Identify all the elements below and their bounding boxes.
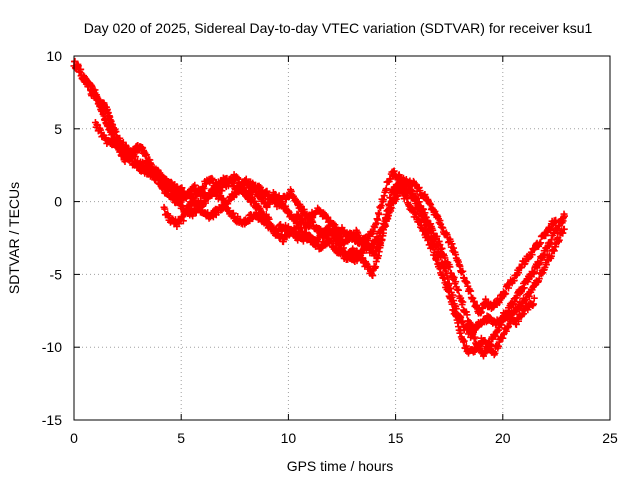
x-tick-label: 0 — [70, 430, 78, 446]
data-point — [139, 158, 147, 166]
x-tick-label: 5 — [177, 430, 185, 446]
data-point — [142, 151, 150, 159]
data-point — [224, 182, 232, 190]
data-point — [515, 317, 523, 325]
data-point — [530, 294, 538, 302]
y-tick-label: 0 — [54, 194, 62, 210]
data-point — [491, 349, 499, 357]
data-point — [520, 284, 528, 292]
data-point — [541, 251, 549, 259]
grid-lines — [74, 56, 610, 420]
data-point — [459, 267, 467, 275]
data-point — [438, 245, 446, 253]
data-point — [555, 236, 563, 244]
y-tick-label: 10 — [46, 48, 62, 64]
y-tick-label: 5 — [54, 121, 62, 137]
data-markers — [70, 57, 568, 360]
data-point — [382, 222, 390, 230]
data-point — [469, 328, 477, 336]
data-point — [537, 239, 545, 247]
data-point — [387, 207, 395, 215]
data-point — [561, 212, 568, 220]
x-tick-label: 10 — [281, 430, 297, 446]
data-point — [560, 225, 568, 233]
y-axis-label: SDTVAR / TECUs — [6, 182, 22, 294]
data-point — [433, 232, 441, 240]
data-point — [433, 254, 441, 262]
data-point — [413, 194, 421, 202]
data-point — [77, 65, 85, 73]
x-tick-label: 15 — [388, 430, 404, 446]
axis-ticks: 0 5 10 15 20 25 10 5 0 -5 -10 -15 — [42, 48, 618, 446]
data-point — [377, 202, 385, 210]
chart-title: Day 020 of 2025, Sidereal Day-to-day VTE… — [84, 20, 593, 36]
data-point — [528, 251, 536, 259]
data-point — [200, 184, 208, 192]
data-point — [379, 229, 387, 237]
data-point — [467, 287, 475, 295]
data-point — [179, 217, 187, 225]
data-point — [429, 243, 437, 251]
data-point — [473, 301, 481, 309]
data-point — [463, 311, 471, 319]
plot-frame — [73, 55, 611, 421]
data-point — [131, 153, 139, 161]
data-point — [454, 286, 462, 294]
data-point — [460, 337, 468, 345]
data-point — [382, 185, 390, 193]
data-point — [502, 290, 510, 298]
data-point — [457, 327, 465, 335]
data-point — [389, 196, 397, 204]
data-point — [446, 263, 454, 271]
data-point — [374, 216, 382, 224]
y-tick-label: -15 — [42, 412, 62, 428]
data-point — [552, 216, 560, 224]
data-point — [424, 234, 432, 242]
x-tick-label: 20 — [495, 430, 511, 446]
y-tick-label: -10 — [42, 339, 62, 355]
data-point — [550, 247, 558, 255]
data-point — [471, 333, 479, 341]
data-point — [459, 298, 467, 306]
y-tick-label: -5 — [50, 266, 63, 282]
data-point — [112, 128, 120, 136]
data-point — [450, 274, 458, 282]
x-tick-label: 25 — [602, 430, 618, 446]
data-point — [326, 223, 334, 231]
data-point — [468, 324, 476, 332]
data-point — [375, 210, 383, 218]
data-point — [530, 300, 538, 308]
data-point — [448, 240, 456, 248]
x-axis-label: GPS time / hours — [287, 458, 394, 474]
